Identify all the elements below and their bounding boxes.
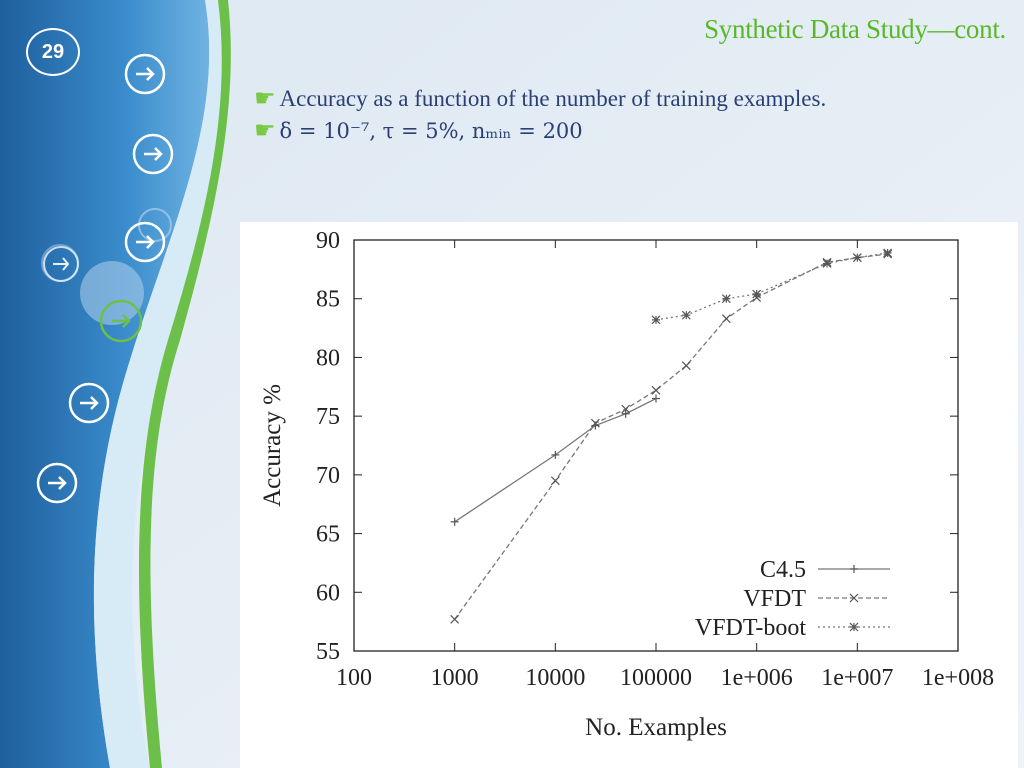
chart-panel: 55 60 65 70 75 80 85 90 100 1000 10000 100000 1e+006…	[240, 222, 1018, 768]
arrow-right-circle-icon	[53, 257, 70, 271]
nav-arrow-button[interactable]	[68, 382, 110, 424]
arrow-right-circle-icon	[112, 314, 131, 328]
data-point	[852, 253, 862, 263]
data-point	[721, 294, 731, 304]
data-point	[651, 385, 661, 395]
data-point	[450, 614, 460, 624]
y-tick-label: 70	[316, 463, 340, 489]
y-tick-label: 55	[316, 639, 340, 665]
data-point	[822, 259, 832, 268]
bullet-text: Accuracy as a function of the number of …	[279, 86, 827, 111]
bullet-text: δ = 10⁻⁷, τ = 5%, nₘᵢₙ = 200	[279, 119, 583, 143]
legend-label: C4.5	[760, 557, 806, 583]
data-point	[883, 248, 893, 258]
y-axis-label: Accuracy %	[259, 384, 286, 507]
x-tick-label: 1e+007	[821, 665, 893, 691]
x-tick-label: 1e+006	[721, 665, 793, 691]
y-tick-label: 80	[316, 345, 340, 371]
legend-marker	[849, 622, 859, 632]
legend-marker	[849, 593, 859, 603]
arrow-right-circle-icon	[48, 476, 67, 490]
x-tick-label: 100000	[620, 665, 692, 691]
data-point	[721, 314, 731, 324]
x-tick-label: 100	[336, 665, 372, 691]
arrow-right-circle-icon	[80, 396, 99, 410]
data-point	[681, 310, 691, 320]
x-tick-label: 1000	[431, 665, 479, 691]
y-tick-label: 85	[316, 287, 340, 313]
nav-arrow-button[interactable]	[124, 53, 166, 95]
x-tick-label: 10000	[525, 665, 585, 691]
accuracy-chart: 55 60 65 70 75 80 85 90 100 1000 10000 100000 1e+006…	[259, 228, 994, 741]
slide-number: 29	[26, 28, 80, 76]
data-point	[621, 404, 631, 414]
data-point	[550, 476, 560, 486]
nav-arrow-button[interactable]	[132, 133, 174, 175]
pointing-hand-icon: ☛	[254, 84, 276, 112]
y-tick-label: 60	[316, 580, 340, 606]
legend-label: VFDT	[743, 586, 806, 612]
series-line	[454, 253, 888, 620]
nav-arrow-button[interactable]	[43, 246, 79, 282]
bullet-item: ☛ δ = 10⁻⁷, τ = 5%, nₘᵢₙ = 200	[254, 116, 583, 144]
slide-title: Synthetic Data Study—cont.	[704, 14, 1006, 44]
series-line	[655, 252, 888, 321]
nav-arrow-button[interactable]	[36, 462, 78, 504]
data-point	[681, 361, 691, 371]
x-axis-label: No. Examples	[585, 714, 727, 741]
data-point	[752, 289, 762, 299]
legend-label: VFDT-boot	[695, 615, 806, 641]
bullet-item: ☛ Accuracy as a function of the number of…	[254, 84, 826, 112]
plot-frame	[353, 239, 959, 652]
arrow-right-circle-icon	[136, 235, 155, 249]
nav-arrow-button[interactable]	[99, 299, 143, 343]
y-tick-label: 75	[316, 404, 340, 430]
data-point	[590, 418, 600, 428]
pointing-hand-icon: ☛	[254, 116, 276, 144]
arrow-right-circle-icon	[136, 67, 155, 81]
data-point	[651, 315, 661, 325]
arrow-right-circle-icon	[144, 147, 163, 161]
y-tick-label: 65	[316, 522, 340, 548]
y-tick-label: 90	[316, 228, 340, 254]
nav-arrow-button[interactable]	[124, 221, 166, 263]
x-tick-label: 1e+008	[922, 665, 994, 691]
